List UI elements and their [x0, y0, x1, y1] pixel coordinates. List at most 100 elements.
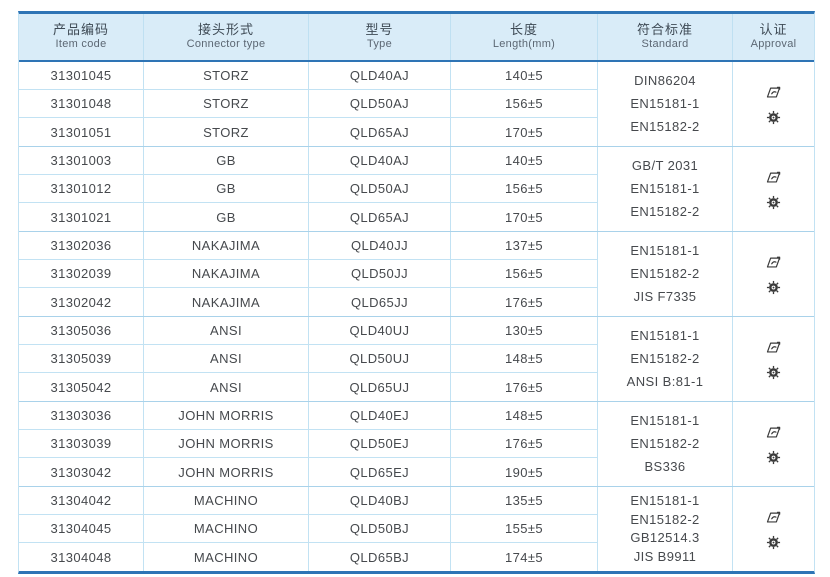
- type-cell: QLD50UJ: [309, 345, 451, 373]
- item-code-cell: 31304042: [19, 487, 144, 515]
- item-code-cell: 31301021: [19, 203, 144, 231]
- certificate-mark-icon: [765, 84, 782, 100]
- type-cell: QLD65AJ: [309, 118, 451, 146]
- standard-line: EN15182-2: [630, 435, 700, 451]
- header-type-en: Type: [366, 38, 393, 51]
- header-standard-zh: 符合标准: [636, 22, 693, 37]
- connector-type-cell: NAKAJIMA: [144, 232, 309, 260]
- header-cell-approval: 认证 Approval: [733, 14, 814, 60]
- header-cell-standard: 符合标准 Standard: [598, 14, 733, 60]
- type-cell: QLD40BJ: [309, 487, 451, 515]
- type-cell: QLD50JJ: [309, 260, 451, 288]
- standard-line: EN15181-1: [630, 180, 700, 196]
- standard-line: DIN86204: [634, 72, 696, 88]
- row-group: 31303036 JOHN MORRIS QLD40EJ 148±5 31303039 J…: [19, 402, 814, 487]
- standards-cell: EN15181-1 EN15182-2 ANSI B:81-1: [598, 317, 733, 401]
- item-code-cell: 31305036: [19, 317, 144, 345]
- standard-line: EN15181-1: [630, 95, 700, 111]
- type-cell: QLD65JJ: [309, 288, 451, 316]
- item-code-cell: 31303039: [19, 430, 144, 458]
- header-connector-type-zh: 接头形式: [197, 22, 254, 37]
- length-cell: 176±5: [451, 288, 598, 316]
- standard-line: JIS B9911: [633, 548, 697, 564]
- standards-cell: EN15181-1 EN15182-2 JIS F7335: [598, 232, 733, 316]
- certificate-mark-icon: [765, 169, 782, 185]
- item-code-cell: 31301012: [19, 175, 144, 203]
- row-group: 31301003 GB QLD40AJ 140±5 31301012 GB QLD50AJ 1…: [19, 147, 814, 232]
- type-cell: QLD50BJ: [309, 515, 451, 543]
- connector-type-cell: STORZ: [144, 118, 309, 146]
- gear-seal-icon: [766, 450, 781, 465]
- type-cell: QLD40EJ: [309, 402, 451, 430]
- type-cell: QLD65EJ: [309, 458, 451, 486]
- length-cell: 170±5: [451, 118, 598, 146]
- standard-line: EN15181-1: [630, 412, 700, 428]
- connector-type-cell: STORZ: [144, 62, 309, 90]
- connector-type-cell: GB: [144, 203, 309, 231]
- item-code-cell: 31305039: [19, 345, 144, 373]
- item-code-cell: 31302036: [19, 232, 144, 260]
- standard-line: JIS F7335: [633, 288, 697, 304]
- item-code-cell: 31304048: [19, 543, 144, 571]
- connector-type-cell: GB: [144, 175, 309, 203]
- header-item-code-en: Item code: [55, 38, 107, 51]
- item-code-cell: 31301051: [19, 118, 144, 146]
- header-cell-length: 长度 Length(mm): [451, 14, 598, 60]
- approval-cell: [733, 487, 814, 571]
- length-cell: 155±5: [451, 515, 598, 543]
- length-cell: 156±5: [451, 175, 598, 203]
- type-cell: QLD65BJ: [309, 543, 451, 571]
- certificate-mark-icon: [765, 424, 782, 440]
- standard-line: EN15182-2: [630, 350, 700, 366]
- standard-line: EN15182-2: [630, 265, 700, 281]
- standards-cell: EN15181-1 EN15182-2 BS336: [598, 402, 733, 486]
- standard-line: EN15181-1: [630, 327, 700, 343]
- approval-cell: [733, 317, 814, 401]
- certificate-mark-icon: [765, 339, 782, 355]
- table-body: 31301045 STORZ QLD40AJ 140±5 31301048 STORZ QL…: [19, 62, 814, 571]
- length-cell: 130±5: [451, 317, 598, 345]
- item-code-cell: 31301003: [19, 147, 144, 175]
- connector-type-cell: GB: [144, 147, 309, 175]
- header-length-zh: 长度: [509, 22, 538, 37]
- type-cell: QLD65AJ: [309, 203, 451, 231]
- type-cell: QLD40AJ: [309, 62, 451, 90]
- standard-line: EN15182-2: [630, 118, 700, 134]
- item-code-cell: 31304045: [19, 515, 144, 543]
- standards-cell: GB/T 2031 EN15181-1 EN15182-2: [598, 147, 733, 231]
- standard-line: BS336: [644, 458, 686, 474]
- type-cell: QLD40UJ: [309, 317, 451, 345]
- item-code-cell: 31303042: [19, 458, 144, 486]
- header-approval-zh: 认证: [759, 22, 788, 37]
- length-cell: 148±5: [451, 345, 598, 373]
- row-group: 31301045 STORZ QLD40AJ 140±5 31301048 STORZ QL…: [19, 62, 814, 147]
- connector-type-cell: NAKAJIMA: [144, 288, 309, 316]
- approval-cell: [733, 402, 814, 486]
- connector-type-cell: JOHN MORRIS: [144, 402, 309, 430]
- connector-type-cell: NAKAJIMA: [144, 260, 309, 288]
- header-item-code-zh: 产品编码: [52, 22, 109, 37]
- gear-seal-icon: [766, 535, 781, 550]
- item-code-cell: 31303036: [19, 402, 144, 430]
- header-cell-item-code: 产品编码 Item code: [19, 14, 144, 60]
- standard-line: ANSI B:81-1: [626, 373, 704, 389]
- item-code-cell: 31301045: [19, 62, 144, 90]
- approval-cell: [733, 62, 814, 146]
- connector-type-cell: MACHINO: [144, 487, 309, 515]
- standard-line: EN15182-2: [630, 203, 700, 219]
- standards-cell: DIN86204 EN15181-1 EN15182-2: [598, 62, 733, 146]
- header-length-en: Length(mm): [492, 38, 556, 51]
- length-cell: 190±5: [451, 458, 598, 486]
- length-cell: 174±5: [451, 543, 598, 571]
- connector-type-cell: ANSI: [144, 317, 309, 345]
- row-group: 31304042 MACHINO QLD40BJ 135±5 31304045 MACHI…: [19, 487, 814, 571]
- standard-line: EN15181-1: [630, 493, 700, 509]
- type-cell: QLD50EJ: [309, 430, 451, 458]
- gear-seal-icon: [766, 280, 781, 295]
- header-approval-en: Approval: [750, 38, 797, 51]
- connector-type-cell: STORZ: [144, 90, 309, 118]
- length-cell: 176±5: [451, 430, 598, 458]
- connector-type-cell: ANSI: [144, 345, 309, 373]
- row-group: 31305036 ANSI QLD40UJ 130±5 31305039 ANSI QLD5…: [19, 317, 814, 402]
- connector-type-cell: JOHN MORRIS: [144, 430, 309, 458]
